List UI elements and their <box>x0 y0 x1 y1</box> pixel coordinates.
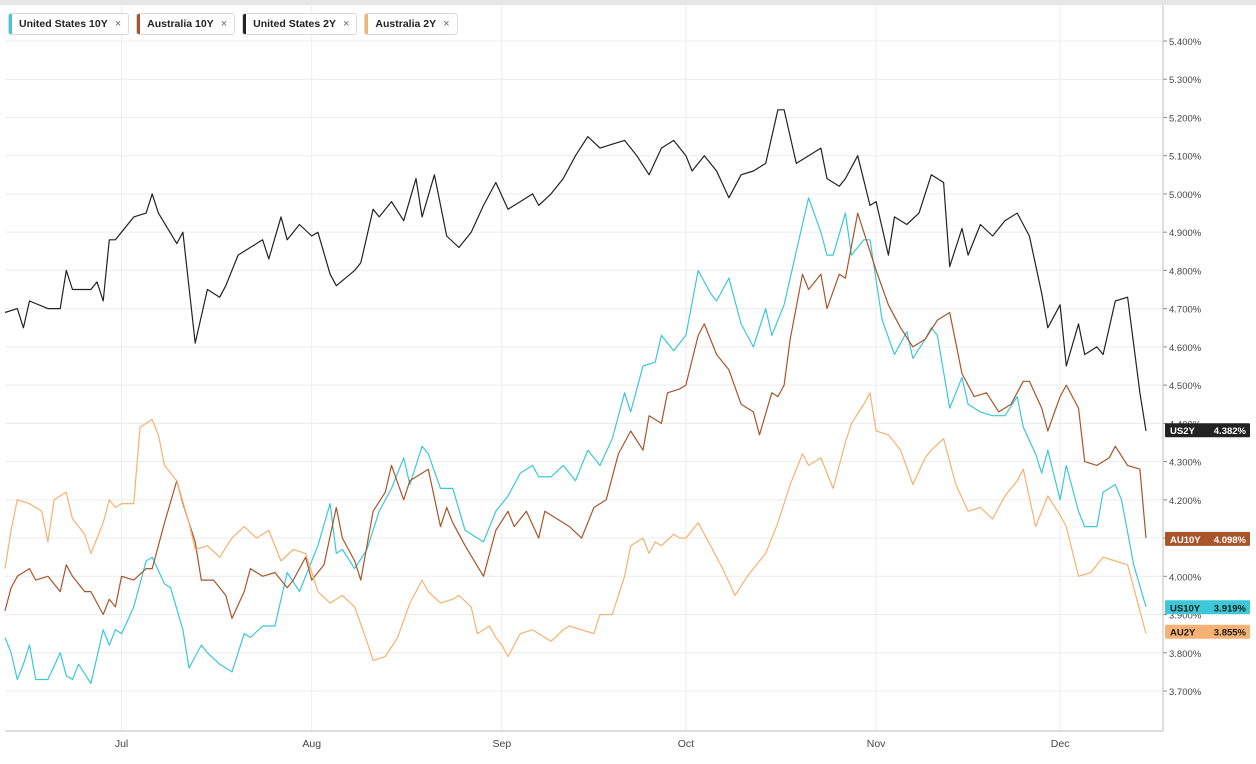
series-line-au2y <box>4 392 1147 661</box>
last-value-tag-name: US10Y <box>1170 603 1201 614</box>
y-tick-label: 5.100% <box>1169 152 1202 163</box>
y-tick-label: 4.200% <box>1169 496 1202 507</box>
y-tick-label: 4.600% <box>1169 343 1202 354</box>
y-tick-label: 5.300% <box>1169 75 1202 86</box>
top-border <box>0 0 1256 5</box>
last-value-tag-bg <box>1165 531 1250 546</box>
legend-chip-us2y[interactable]: United States 2Y × <box>242 13 358 35</box>
legend-swatch-us2y <box>243 14 247 34</box>
last-value-tags: US2Y 4.382% US10Y 3.919% AU10Y 4.098% AU2Y 3.85… <box>1165 423 1250 639</box>
y-tick-label: 3.800% <box>1169 649 1202 660</box>
last-value-tag-name: US2Y <box>1170 426 1195 437</box>
last-value-tag-us10y: US10Y 3.919% <box>1165 600 1250 615</box>
close-icon[interactable]: × <box>443 18 450 30</box>
last-value-tag-us2y: US2Y 4.382% <box>1165 423 1250 438</box>
x-tick-label: Jul <box>115 738 128 750</box>
last-value-tag-value: 4.382% <box>1214 426 1247 437</box>
y-tick-label: 3.700% <box>1169 687 1202 698</box>
x-tick-label: Aug <box>302 738 321 750</box>
y-tick-label: 4.800% <box>1169 266 1202 277</box>
axis-layer: 5.400% 5.300% 5.200% 5.100% 5.000% 4.900% 4.80… <box>5 5 1202 750</box>
y-tick-label: 4.900% <box>1169 228 1202 239</box>
legend-label-au10y: Australia 10Y <box>147 18 214 30</box>
last-value-tag-au10y: AU10Y 4.098% <box>1165 531 1250 546</box>
last-value-tag-value: 4.098% <box>1214 535 1247 546</box>
last-value-tag-value: 3.919% <box>1214 603 1247 614</box>
y-tick-label: 4.300% <box>1169 458 1202 469</box>
last-value-tag-name: AU2Y <box>1170 628 1196 639</box>
series-line-us2y <box>4 109 1147 432</box>
y-tick-label: 4.000% <box>1169 572 1202 583</box>
y-tick-label: 3.900% <box>1169 611 1202 622</box>
close-icon[interactable]: × <box>114 18 122 30</box>
legend-swatch-au10y <box>137 14 141 34</box>
grid-layer <box>5 5 1162 731</box>
last-value-tag-name: AU10Y <box>1170 535 1201 546</box>
legend-chip-au2y[interactable]: Australia 2Y × <box>364 13 458 35</box>
series-layer <box>4 109 1147 684</box>
close-icon[interactable]: × <box>220 18 228 30</box>
y-tick-label: 4.500% <box>1169 381 1202 392</box>
close-icon[interactable]: × <box>342 18 350 30</box>
x-tick-label: Nov <box>867 738 886 750</box>
last-value-tag-bg <box>1165 624 1250 639</box>
y-tick-label: 4.700% <box>1169 305 1202 316</box>
legend-chip-us10y[interactable]: United States 10Y × <box>8 13 130 35</box>
legend-chip-au10y[interactable]: Australia 10Y × <box>136 13 236 35</box>
legend: United States 10Y × Australia 10Y × Unit… <box>8 13 458 35</box>
x-tick-label: Oct <box>678 738 694 750</box>
last-value-tag-value: 3.855% <box>1214 628 1247 639</box>
x-tick-label: Sep <box>493 738 512 750</box>
last-value-tag-bg <box>1165 423 1250 438</box>
last-value-tag-bg <box>1165 600 1250 615</box>
x-tick-label: Dec <box>1051 738 1070 750</box>
y-tick-label: 5.200% <box>1169 113 1202 124</box>
y-tick-label: 5.000% <box>1169 190 1202 201</box>
legend-swatch-us10y <box>9 14 12 34</box>
legend-label-au2y: Australia 2Y <box>375 18 437 30</box>
legend-swatch-au2y <box>365 14 369 34</box>
series-line-us10y <box>4 197 1147 684</box>
legend-label-us2y: United States 2Y <box>253 18 336 30</box>
last-value-tag-au2y: AU2Y 3.855% <box>1165 624 1250 639</box>
legend-label-us10y: United States 10Y <box>19 18 108 30</box>
y-tick-label: 5.400% <box>1169 37 1202 48</box>
